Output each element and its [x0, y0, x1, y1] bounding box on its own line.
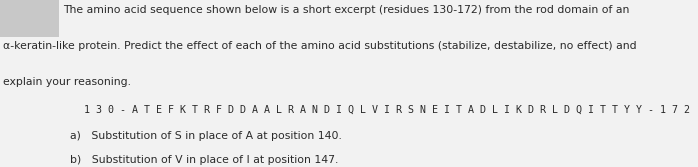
- Text: 1 3 0 - A T E F K T R F D D A A L R A N D I Q L V I R S N E I T A D L I K D R L : 1 3 0 - A T E F K T R F D D A A L R A N …: [84, 105, 690, 115]
- Text: α-keratin-like protein. Predict the effect of each of the amino acid substitutio: α-keratin-like protein. Predict the effe…: [3, 41, 637, 51]
- Text: a)   Substitution of S in place of A at position 140.: a) Substitution of S in place of A at po…: [70, 131, 342, 141]
- Bar: [0, 0, 59, 37]
- Text: explain your reasoning.: explain your reasoning.: [3, 77, 131, 87]
- Text: b)   Substitution of V in place of I at position 147.: b) Substitution of V in place of I at po…: [70, 155, 338, 165]
- Text: The amino acid sequence shown below is a short excerpt (residues 130-172) from t: The amino acid sequence shown below is a…: [63, 5, 629, 15]
